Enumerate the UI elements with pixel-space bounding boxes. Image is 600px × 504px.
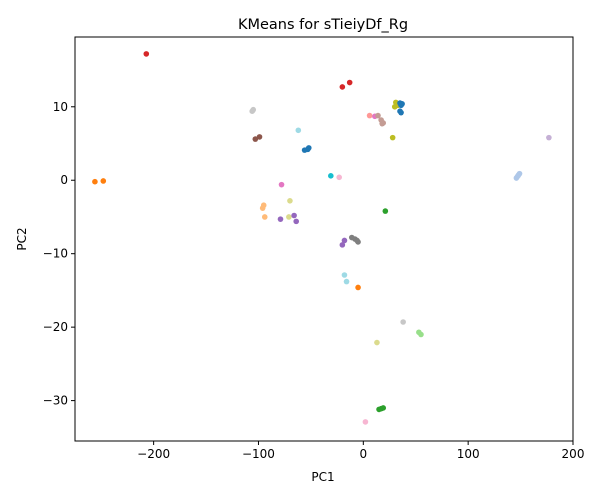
data-point-14: [375, 112, 381, 119]
data-point-22: [295, 127, 302, 134]
data-point-2: [346, 79, 353, 86]
plot-area-frame: [74, 36, 574, 442]
data-point-38: [261, 214, 268, 220]
x-tick-label: 0: [359, 447, 367, 461]
data-point-46: [341, 237, 348, 244]
x-tick-label: −200: [137, 447, 170, 461]
data-point-10: [398, 109, 404, 116]
y-tick-label: 10: [53, 100, 68, 114]
x-tick-label: 200: [562, 447, 585, 461]
data-point-39: [287, 198, 293, 204]
y-axis-label: PC2: [15, 227, 29, 250]
data-point-12: [366, 112, 373, 119]
data-point-45: [339, 242, 346, 248]
data-point-20: [252, 136, 259, 142]
x-tick-label: 100: [457, 447, 480, 461]
y-axis-ticks: −30 −20 −10 0 10: [43, 100, 75, 408]
x-tick-label: −100: [242, 447, 275, 461]
data-point-8: [399, 101, 405, 107]
data-point-54: [400, 319, 406, 325]
data-point-26: [546, 134, 552, 141]
chart-title: KMeans for sTieiyDf_Rg: [238, 17, 408, 33]
data-point-51: [341, 272, 348, 278]
data-point-31: [92, 178, 98, 185]
data-point-35: [278, 181, 285, 188]
data-point-42: [293, 218, 300, 225]
data-point-53: [355, 284, 361, 291]
data-point-30: [516, 170, 523, 177]
data-point-19: [250, 106, 257, 113]
x-axis-label: PC1: [311, 470, 334, 484]
y-tick-label: −10: [43, 247, 68, 261]
x-axis-ticks: −200 −100 0 100 200: [137, 441, 584, 461]
data-point-0: [143, 51, 150, 57]
y-tick-label: 0: [60, 173, 68, 187]
y-tick-label: −30: [43, 394, 68, 408]
data-points: [92, 51, 552, 425]
data-point-43: [277, 216, 284, 222]
data-point-41: [291, 212, 297, 219]
data-point-33: [328, 173, 334, 179]
data-point-11: [389, 134, 396, 141]
data-point-32: [100, 178, 107, 184]
data-point-34: [336, 174, 343, 181]
data-point-52: [343, 278, 350, 285]
data-point-40: [286, 214, 292, 220]
data-point-25: [305, 145, 312, 151]
data-point-21: [256, 134, 263, 140]
y-tick-label: −20: [43, 320, 68, 334]
data-point-44: [382, 208, 389, 214]
data-point-57: [374, 339, 380, 346]
data-point-60: [380, 405, 387, 411]
data-point-1: [339, 84, 346, 90]
data-point-17: [380, 120, 387, 126]
data-point-56: [418, 331, 424, 338]
data-point-37: [259, 205, 266, 211]
data-point-61: [362, 419, 369, 425]
data-point-50: [355, 239, 361, 245]
